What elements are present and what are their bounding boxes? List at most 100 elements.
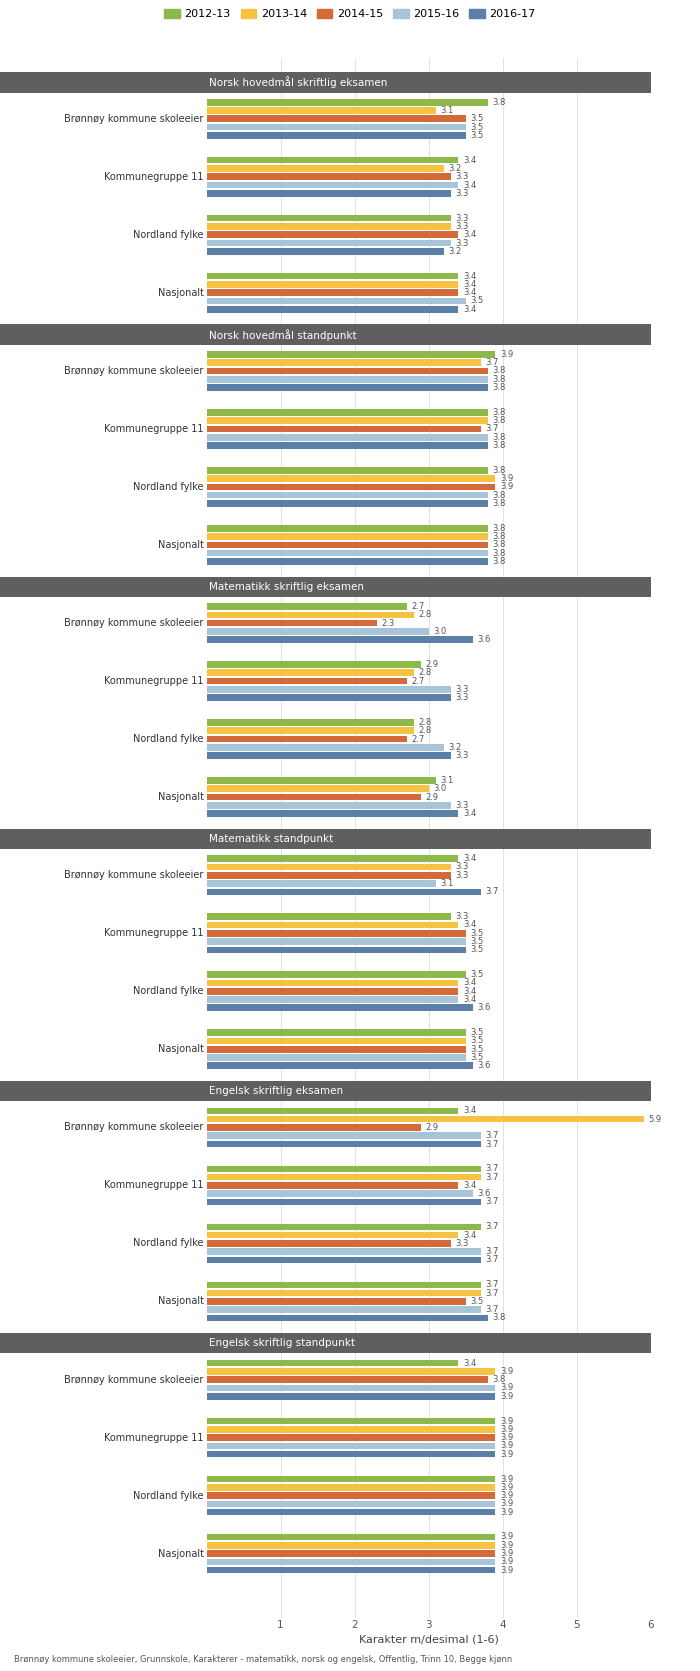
Text: Nordland fylke: Nordland fylke bbox=[133, 1491, 204, 1501]
Text: 3.7: 3.7 bbox=[485, 1131, 498, 1140]
Bar bbox=[206, 281, 458, 287]
Bar bbox=[206, 409, 488, 416]
Bar bbox=[0, 1081, 206, 1101]
Text: 3.8: 3.8 bbox=[493, 540, 506, 550]
Bar bbox=[206, 829, 651, 849]
Text: 3.8: 3.8 bbox=[493, 1313, 506, 1322]
Text: 3.9: 3.9 bbox=[500, 475, 513, 483]
Text: 2.7: 2.7 bbox=[411, 677, 424, 685]
Bar bbox=[206, 359, 481, 366]
Text: 3.9: 3.9 bbox=[500, 1434, 513, 1442]
Bar bbox=[206, 1450, 496, 1457]
Bar bbox=[206, 719, 414, 725]
Bar bbox=[206, 550, 488, 556]
Text: 3.7: 3.7 bbox=[485, 1173, 498, 1181]
Bar bbox=[206, 1551, 496, 1557]
Text: 2.8: 2.8 bbox=[419, 719, 432, 727]
Bar bbox=[206, 1315, 488, 1322]
Text: Matematikk skriftlig eksamen: Matematikk skriftlig eksamen bbox=[209, 582, 365, 592]
Text: Nordland fylke: Nordland fylke bbox=[133, 481, 204, 491]
Bar bbox=[206, 533, 488, 540]
Text: 2.8: 2.8 bbox=[419, 610, 432, 620]
Bar bbox=[206, 368, 488, 374]
Text: Brønnøy kommune skoleeier: Brønnøy kommune skoleeier bbox=[64, 871, 204, 881]
Text: 3.5: 3.5 bbox=[470, 114, 484, 124]
Bar bbox=[206, 1298, 466, 1305]
Text: 2.7: 2.7 bbox=[411, 735, 424, 744]
Bar bbox=[206, 541, 488, 548]
Text: Nasjonalt: Nasjonalt bbox=[158, 1297, 204, 1307]
Text: 3.8: 3.8 bbox=[493, 556, 506, 566]
Text: Brønnøy kommune skoleeier: Brønnøy kommune skoleeier bbox=[64, 1375, 204, 1385]
Bar bbox=[206, 1125, 421, 1131]
Text: 3.9: 3.9 bbox=[500, 1541, 513, 1549]
Text: 3.3: 3.3 bbox=[456, 800, 469, 810]
Text: 3.4: 3.4 bbox=[463, 272, 476, 281]
Text: Kommunegruppe 11: Kommunegruppe 11 bbox=[104, 677, 204, 687]
Bar bbox=[206, 576, 651, 597]
Text: 3.8: 3.8 bbox=[493, 416, 506, 424]
Text: 3.8: 3.8 bbox=[493, 531, 506, 541]
Text: 3.4: 3.4 bbox=[463, 304, 476, 314]
Bar bbox=[206, 1141, 481, 1148]
Text: 3.8: 3.8 bbox=[493, 1375, 506, 1384]
Bar bbox=[206, 603, 407, 610]
Bar bbox=[206, 1385, 496, 1392]
Bar bbox=[206, 1369, 496, 1375]
Bar bbox=[206, 1282, 481, 1288]
Text: Kommunegruppe 11: Kommunegruppe 11 bbox=[104, 1432, 204, 1442]
Text: 3.5: 3.5 bbox=[470, 937, 484, 946]
Text: 3.8: 3.8 bbox=[493, 441, 506, 449]
Text: 3.7: 3.7 bbox=[485, 1288, 498, 1298]
Text: 3.4: 3.4 bbox=[463, 979, 476, 988]
Text: 3.1: 3.1 bbox=[440, 105, 454, 115]
Text: Brønnøy kommune skoleeier, Grunnskole, Karakterer - matematikk, norsk og engelsk: Brønnøy kommune skoleeier, Grunnskole, K… bbox=[14, 1656, 512, 1664]
Text: 3.7: 3.7 bbox=[485, 1198, 498, 1206]
Bar bbox=[206, 1173, 481, 1180]
Bar bbox=[206, 687, 451, 693]
Text: 3.4: 3.4 bbox=[463, 287, 476, 297]
Text: 3.4: 3.4 bbox=[463, 1181, 476, 1190]
Bar bbox=[206, 351, 496, 358]
Text: 2.9: 2.9 bbox=[426, 792, 439, 802]
Text: 3.2: 3.2 bbox=[448, 164, 461, 174]
Text: Brønnøy kommune skoleeier: Brønnøy kommune skoleeier bbox=[64, 366, 204, 376]
Text: Nasjonalt: Nasjonalt bbox=[158, 792, 204, 802]
Bar bbox=[206, 1567, 496, 1574]
Text: 3.3: 3.3 bbox=[456, 912, 469, 921]
Text: Matematikk standpunkt: Matematikk standpunkt bbox=[209, 834, 334, 844]
Text: 3.4: 3.4 bbox=[463, 180, 476, 189]
Legend: 2012-13, 2013-14, 2014-15, 2015-16, 2016-17: 2012-13, 2013-14, 2014-15, 2015-16, 2016… bbox=[164, 8, 536, 18]
Bar bbox=[206, 914, 451, 921]
Bar bbox=[206, 1198, 481, 1205]
Text: Nasjonalt: Nasjonalt bbox=[158, 287, 204, 297]
Text: 3.4: 3.4 bbox=[463, 281, 476, 289]
Text: 3.0: 3.0 bbox=[433, 784, 447, 794]
Text: 3.6: 3.6 bbox=[477, 1003, 491, 1013]
Text: Kommunegruppe 11: Kommunegruppe 11 bbox=[104, 1180, 204, 1190]
Text: Norsk hovedmål skriftlig eksamen: Norsk hovedmål skriftlig eksamen bbox=[209, 77, 388, 89]
Bar bbox=[206, 1116, 643, 1123]
Text: 3.3: 3.3 bbox=[456, 685, 469, 693]
Text: Nasjonalt: Nasjonalt bbox=[158, 1549, 204, 1559]
Bar bbox=[206, 1377, 488, 1384]
Text: 2.8: 2.8 bbox=[419, 668, 432, 677]
Text: 3.3: 3.3 bbox=[456, 222, 469, 231]
Bar bbox=[206, 802, 451, 809]
Bar bbox=[206, 881, 436, 887]
Text: Brønnøy kommune skoleeier: Brønnøy kommune skoleeier bbox=[64, 618, 204, 628]
Text: 3.4: 3.4 bbox=[463, 921, 476, 929]
Text: Nordland fylke: Nordland fylke bbox=[133, 986, 204, 996]
Text: 3.9: 3.9 bbox=[500, 1482, 513, 1492]
Text: 2.3: 2.3 bbox=[382, 618, 395, 628]
Text: 3.5: 3.5 bbox=[470, 971, 484, 979]
Text: 3.4: 3.4 bbox=[463, 1359, 476, 1367]
Bar bbox=[206, 777, 436, 784]
Bar bbox=[206, 727, 414, 734]
Text: 3.9: 3.9 bbox=[500, 1384, 513, 1392]
Text: Nordland fylke: Nordland fylke bbox=[133, 229, 204, 239]
Text: 3.2: 3.2 bbox=[448, 247, 461, 256]
Text: 3.9: 3.9 bbox=[500, 1549, 513, 1557]
Text: 3.4: 3.4 bbox=[463, 994, 476, 1004]
Bar bbox=[206, 922, 458, 929]
